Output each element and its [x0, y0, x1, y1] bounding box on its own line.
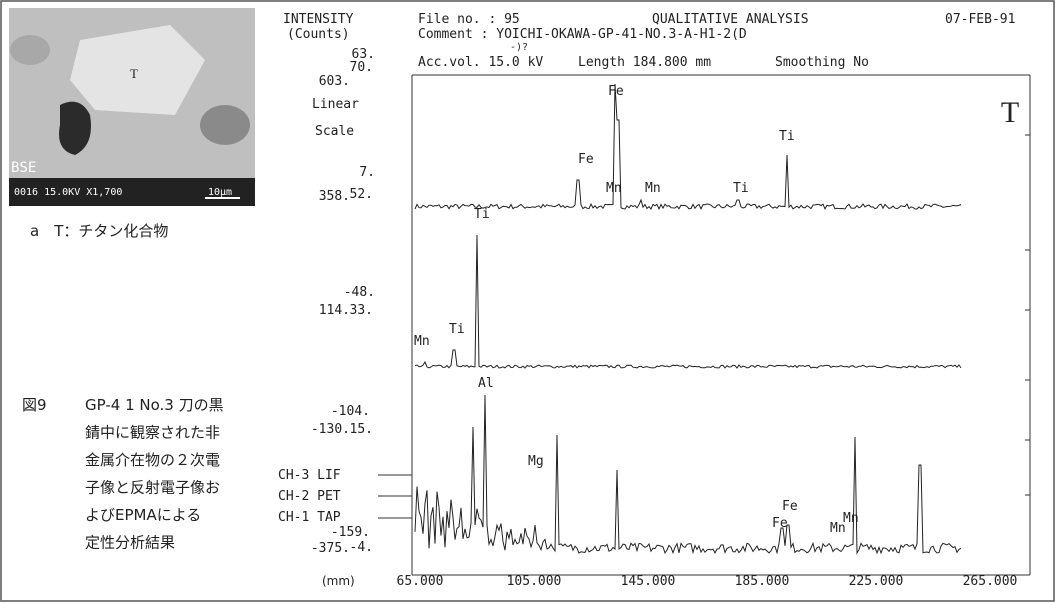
header: Length 184.800 mm	[578, 55, 711, 70]
peak-label: Fe	[782, 499, 798, 514]
peak-label: Al	[478, 376, 494, 391]
peak-label: Ti	[733, 181, 749, 196]
photo-corner: BSE	[11, 160, 36, 176]
y-label: 603.	[319, 74, 350, 89]
header: 07-FEB-91	[945, 12, 1015, 27]
y-label: -104.	[331, 404, 370, 419]
y-label: -48.	[344, 285, 375, 300]
y-label: 114.	[319, 303, 350, 318]
x-label: 105.000	[507, 574, 562, 589]
header: File no. : 95	[418, 12, 520, 27]
header: QUALITATIVE ANALYSIS	[652, 12, 809, 27]
y-label: 70.	[350, 60, 373, 75]
caption-line: 錆中に観察された非	[85, 424, 220, 442]
peak-label: Ti	[449, 322, 465, 337]
peak-label: Mg	[528, 454, 544, 469]
panel-label: T	[1001, 96, 1019, 129]
photo-info: 0016 15.0KV X1,700	[14, 187, 122, 198]
y-label: 63.	[352, 47, 375, 62]
header: (Counts)	[287, 27, 350, 42]
y-label: -159.	[331, 525, 370, 540]
header: Acc.vol. 15.0 kV	[418, 55, 543, 70]
photo	[9, 8, 255, 206]
peak-label: Fe	[772, 516, 788, 531]
scale-bar: 10μm	[208, 187, 232, 198]
peak-label: Mn	[830, 521, 846, 536]
peak-label: Mn	[606, 181, 622, 196]
figure-number: 図9	[22, 396, 47, 414]
channel-label: CH-2 PET	[278, 489, 341, 504]
scale-label: Linear	[312, 97, 359, 112]
x-label: 265.000	[963, 574, 1018, 589]
caption-line: 金属介在物の２次電	[85, 451, 220, 469]
spectra	[414, 83, 962, 555]
x-label: 225.000	[849, 574, 904, 589]
peak-label: Ti	[779, 129, 795, 144]
spectrum	[414, 83, 962, 211]
y-label: -375.	[311, 541, 350, 556]
y-label: -130.	[311, 422, 350, 437]
peak-label: Ti	[474, 207, 490, 222]
spectrum	[414, 394, 962, 555]
header: Smoothing No	[775, 55, 869, 70]
channel-label: CH-1 TAP	[278, 510, 341, 525]
y-label: -4.	[350, 540, 373, 555]
y-label: 7.	[359, 165, 375, 180]
x-label: 185.000	[735, 574, 790, 589]
x-label: 65.000	[397, 574, 444, 589]
caption-line: GP-4 1 No.3 刀の黒	[85, 396, 224, 414]
spectrum	[414, 234, 962, 369]
peak-label: Mn	[414, 334, 430, 349]
header: INTENSITY	[283, 12, 354, 27]
y-label: 358.	[319, 189, 350, 204]
caption-line: よびEPMAによる	[85, 506, 201, 524]
channel-label: CH-3 LIF	[278, 468, 341, 483]
peak-label: Fe	[578, 152, 594, 167]
scale-label: Scale	[315, 124, 354, 139]
photo-label: T	[130, 66, 138, 81]
caption-line: 定性分析結果	[85, 534, 175, 552]
peak-label: Fe	[608, 84, 624, 99]
y-label: 33.	[350, 303, 373, 318]
photo-caption: a T：チタン化合物	[30, 222, 168, 240]
header: Comment : YOICHI-OKAWA-GP-41-NO.3-A-H1-2…	[418, 27, 747, 42]
x-unit: (mm)	[322, 574, 355, 588]
x-label: 145.000	[621, 574, 676, 589]
y-label: 52.	[350, 187, 373, 202]
peak-label: Mn	[843, 511, 859, 526]
caption-line: 子像と反射電子像お	[85, 479, 220, 497]
header: -)?	[510, 42, 528, 53]
y-label: 15.	[350, 422, 373, 437]
axes	[378, 74, 1031, 576]
peak-label: Mn	[645, 181, 661, 196]
